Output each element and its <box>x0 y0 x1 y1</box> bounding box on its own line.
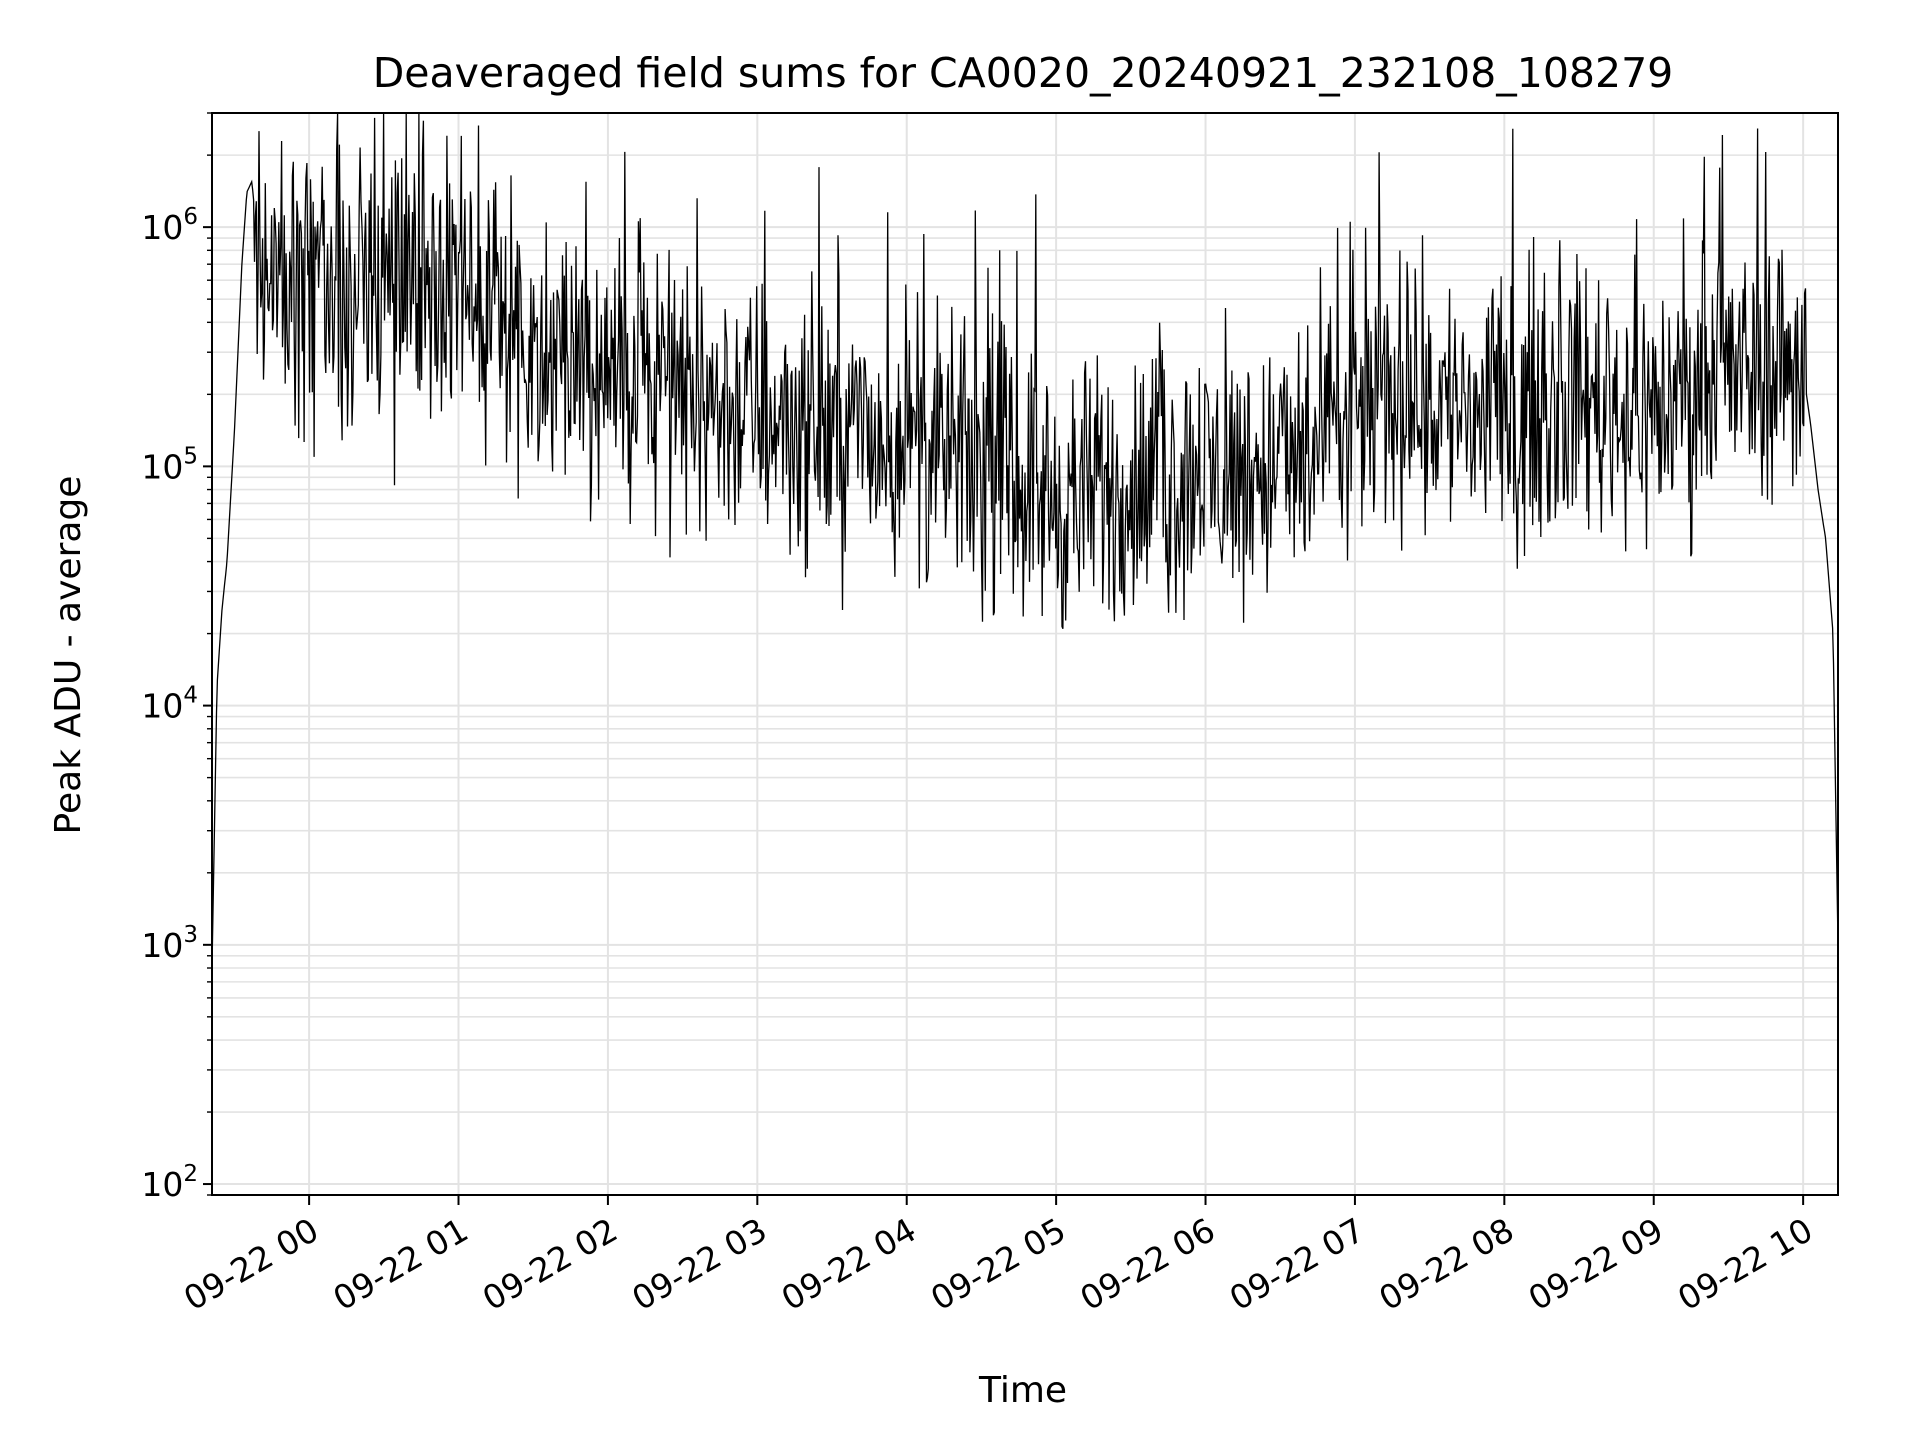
grid <box>212 112 1838 1196</box>
series-layer <box>211 112 1839 969</box>
y-tick-label: 103 <box>141 922 198 965</box>
y-tick-label: 104 <box>141 683 198 726</box>
y-tick-label: 102 <box>141 1161 198 1204</box>
x-axis-label: Time <box>978 1370 1067 1411</box>
axes-frame <box>211 112 1839 1196</box>
y-axis-label: Peak ADU - average <box>48 476 89 835</box>
series-line <box>211 112 1839 969</box>
chart-title: Deaveraged field sums for CA0020_2024092… <box>373 49 1674 97</box>
y-tick-label: 105 <box>141 443 198 486</box>
y-tick-label: 106 <box>141 204 198 247</box>
